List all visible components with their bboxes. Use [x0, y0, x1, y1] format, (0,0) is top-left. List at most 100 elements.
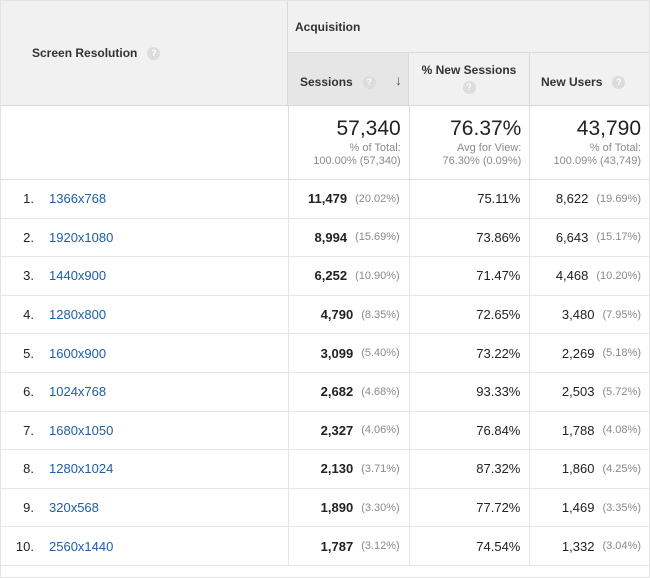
dimension-cell: 8. 1280x1024: [1, 450, 290, 488]
table-row: 3. 1440x900 6,252 (10.90%) 71.47% 4,468 …: [1, 257, 649, 296]
resolution-link[interactable]: 1440x900: [49, 268, 107, 284]
new-sessions-header-label: % New Sessions: [421, 63, 517, 77]
resolution-link[interactable]: 2560x1440: [49, 538, 114, 554]
new-sessions-value: 73.86%: [476, 229, 521, 245]
new-users-value: 3,480: [561, 307, 595, 323]
help-icon[interactable]: ?: [147, 46, 161, 60]
table-row: 8. 1280x1024 2,130 (3.71%) 87.32% 1,860 …: [1, 450, 649, 489]
new-users-percent: (4.25%): [602, 462, 641, 475]
table-row: 10. 2560x1440 1,787 (3.12%) 74.54% 1,332…: [1, 527, 649, 566]
resolution-link[interactable]: 1600x900: [49, 345, 107, 361]
new-users-percent: (7.95%): [602, 308, 641, 321]
new-users-cell: 6,643 (15.17%): [530, 219, 649, 257]
metric-group-label: Acquisition: [295, 19, 361, 34]
dimension-cell: 3. 1440x900: [1, 257, 290, 295]
new-users-value: 1,469: [561, 500, 595, 516]
new-users-value: 1,332: [561, 538, 595, 554]
dimension-cell: 2. 1920x1080: [1, 218, 290, 257]
metric-group-header: Acquisition: [288, 1, 649, 53]
row-index: 7.: [23, 422, 34, 438]
new-sessions-cell: 76.84%: [410, 411, 531, 450]
dimension-cell: 1. 1366x768: [1, 180, 290, 218]
totals-row: 57,340 % of Total: 100.00% (57,340) 76.3…: [1, 106, 649, 180]
new-sessions-cell: 72.65%: [410, 295, 531, 334]
new-sessions-total-cell: 76.37% Avg for View: 76.30% (0.09%): [410, 106, 531, 179]
sessions-cell: 4,790 (8.35%): [289, 295, 410, 334]
new-sessions-cell: 75.11%: [410, 180, 531, 218]
table-header: Screen Resolution ? Acquisition Sessions…: [1, 1, 649, 106]
resolution-link[interactable]: 1920x1080: [49, 229, 114, 245]
sessions-cell: 11,479 (20.02%): [289, 180, 410, 218]
new-users-value: 4,468: [555, 268, 589, 284]
new-sessions-total-detail: 76.30% (0.09%): [442, 155, 522, 167]
sessions-value: 2,682: [320, 384, 354, 400]
new-users-cell: 4,468 (10.20%): [530, 257, 649, 295]
new-sessions-cell: 93.33%: [410, 372, 531, 411]
sessions-cell: 2,682 (4.68%): [289, 372, 410, 411]
new-sessions-value: 71.47%: [476, 268, 521, 284]
new-users-percent: (10.20%): [596, 269, 641, 282]
new-users-cell: 1,332 (3.04%): [530, 527, 649, 565]
sessions-value: 1,787: [320, 538, 354, 554]
resolution-link[interactable]: 1024x768: [49, 384, 107, 400]
resolution-link[interactable]: 320x568: [49, 500, 99, 516]
new-sessions-value: 75.11%: [477, 191, 521, 207]
sessions-cell: 8,994 (15.69%): [289, 218, 410, 257]
sessions-percent: (5.40%): [361, 347, 400, 360]
sessions-total-cell: 57,340 % of Total: 100.00% (57,340): [289, 106, 410, 179]
sessions-percent: (3.71%): [361, 462, 400, 475]
metrics-header: Acquisition Sessions ? ↓ % New Sessions …: [288, 1, 649, 105]
row-index: 5.: [23, 345, 34, 361]
dimension-cell: 7. 1680x1050: [1, 411, 290, 450]
dimension-cell: 10. 2560x1440: [1, 527, 290, 565]
sessions-column-header[interactable]: Sessions ? ↓: [288, 53, 409, 105]
help-icon[interactable]: ?: [612, 75, 626, 89]
new-sessions-value: 74.54%: [476, 538, 521, 554]
resolution-link[interactable]: 1280x1024: [49, 461, 114, 477]
sessions-total-value: 57,340: [336, 117, 401, 140]
help-icon[interactable]: ?: [362, 75, 376, 89]
new-users-value: 2,269: [561, 345, 595, 361]
table-row: 1. 1366x768 11,479 (20.02%) 75.11% 8,622…: [1, 180, 649, 219]
dimension-cell: 4. 1280x800: [1, 295, 290, 334]
table-row: 4. 1280x800 4,790 (8.35%) 72.65% 3,480 (…: [1, 295, 649, 335]
new-users-value: 1,860: [561, 461, 595, 477]
dimension-header[interactable]: Screen Resolution ?: [1, 1, 288, 105]
new-users-header-label: New Users: [541, 75, 603, 89]
sessions-total-detail: 100.00% (57,340): [313, 155, 401, 167]
new-sessions-value: 72.65%: [476, 307, 521, 323]
dimension-header-label: Screen Resolution: [32, 46, 138, 60]
sessions-value: 2,130: [320, 461, 354, 477]
sessions-value: 2,327: [320, 422, 354, 438]
new-users-value: 8,622: [555, 191, 589, 207]
sort-descending-icon[interactable]: ↓: [395, 72, 402, 88]
sessions-percent: (3.30%): [361, 501, 400, 514]
sessions-value: 4,790: [320, 307, 354, 323]
sessions-value: 1,890: [320, 500, 354, 516]
resolution-link[interactable]: 1680x1050: [49, 422, 114, 438]
table-row: 7. 1680x1050 2,327 (4.06%) 76.84% 1,788 …: [1, 411, 649, 451]
new-users-cell: 2,503 (5.72%): [530, 373, 649, 411]
metric-column-headers: Sessions ? ↓ % New Sessions ? New Users …: [288, 53, 649, 105]
new-users-cell: 3,480 (7.95%): [530, 296, 649, 334]
new-users-cell: 1,788 (4.08%): [530, 412, 649, 450]
row-index: 10.: [15, 538, 34, 554]
resolution-link[interactable]: 1366x768: [49, 191, 107, 207]
sessions-header-label: Sessions: [300, 75, 353, 89]
new-sessions-total-value: 76.37%: [450, 117, 522, 140]
new-sessions-column-header[interactable]: % New Sessions ?: [409, 53, 530, 105]
new-users-value: 1,788: [561, 422, 595, 438]
new-users-percent: (4.08%): [602, 424, 641, 437]
table-row: 9. 320x568 1,890 (3.30%) 77.72% 1,469 (3…: [1, 488, 649, 528]
new-users-column-header[interactable]: New Users ?: [530, 53, 649, 105]
new-users-percent: (19.69%): [596, 192, 641, 205]
row-index: 4.: [23, 307, 34, 323]
help-icon[interactable]: ?: [462, 81, 476, 94]
sessions-percent: (3.12%): [361, 540, 400, 553]
new-users-total-label: % of Total:: [589, 142, 641, 154]
resolution-link[interactable]: 1280x800: [49, 307, 107, 323]
new-users-total-detail: 100.09% (43,749): [553, 155, 641, 167]
new-users-total-cell: 43,790 % of Total: 100.09% (43,749): [530, 106, 649, 179]
new-users-cell: 2,269 (5.18%): [530, 334, 649, 372]
